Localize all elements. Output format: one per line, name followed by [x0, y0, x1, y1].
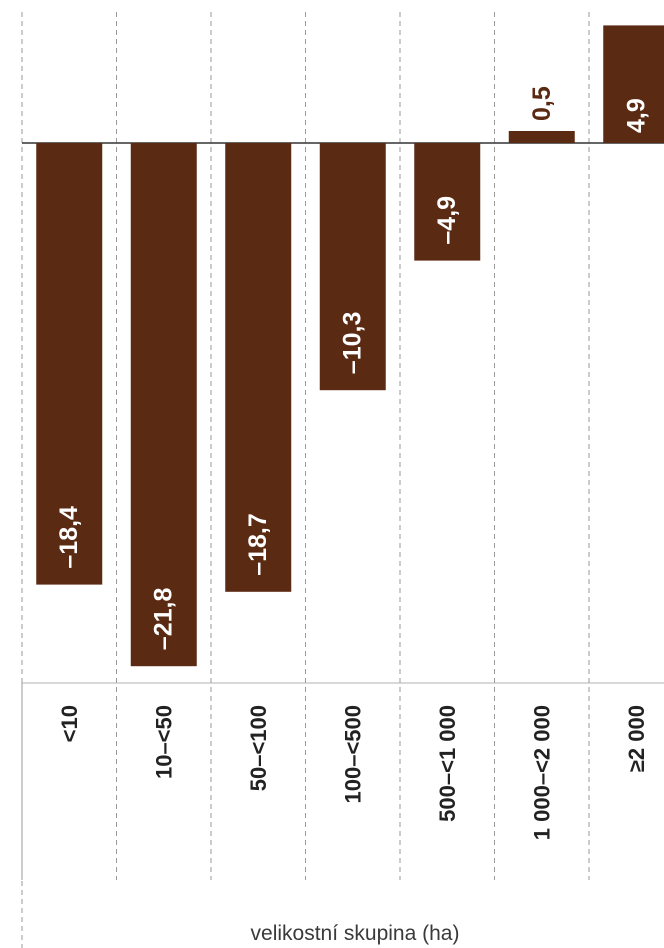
data-label: –21,8	[150, 588, 178, 651]
data-label: 4,9	[622, 98, 650, 133]
category-tick-label: ≥2 000	[624, 705, 649, 772]
data-label: –18,7	[244, 513, 272, 576]
category-tick-labels: <10 10–<50 50–<100 100–<500 500–<1 000 1 000–…	[57, 705, 649, 840]
data-label: –10,3	[339, 312, 367, 375]
data-label: 0,5	[528, 86, 556, 121]
category-tick-label: 50–<100	[246, 705, 271, 791]
category-tick-label: 500–<1 000	[435, 705, 460, 822]
bar	[509, 131, 575, 143]
category-tick-label: <10	[57, 705, 82, 742]
category-tick-label: 1 000–<2 000	[529, 705, 554, 840]
data-label: –18,4	[55, 506, 83, 569]
data-label: –4,9	[433, 196, 461, 245]
category-tick-label: 10–<50	[151, 705, 176, 779]
x-axis-title: velikostní skupina (ha)	[251, 922, 460, 945]
category-tick-label: 100–<500	[340, 705, 365, 804]
